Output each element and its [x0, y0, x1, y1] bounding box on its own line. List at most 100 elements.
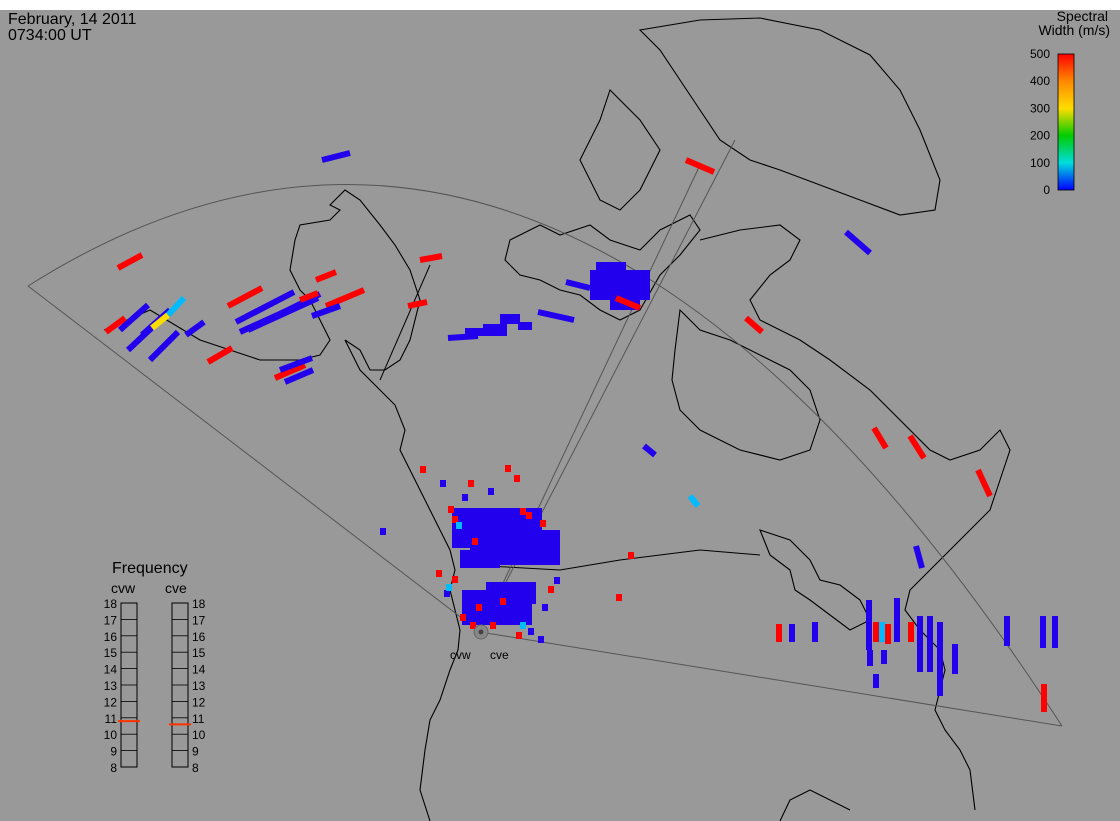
scatter-cell	[476, 604, 482, 611]
scatter-cell	[324, 287, 366, 309]
scatter-cell	[488, 488, 494, 495]
freq-scale-label: 18	[192, 597, 206, 611]
scatter-cell	[452, 576, 458, 583]
scatter-cell	[510, 610, 516, 617]
scatter-cell	[565, 279, 591, 291]
scatter-cell	[165, 295, 187, 318]
colorbar-title-line2: Width (m/s)	[1038, 22, 1110, 38]
labrador-coast	[699, 224, 1011, 571]
scatter-cell	[542, 604, 548, 611]
scatter-cell	[548, 550, 554, 557]
colorbar-rect	[1057, 53, 1075, 191]
freq-scale-label: 11	[192, 712, 205, 726]
fov-east-edge	[479, 631, 1063, 727]
freq-scale-label: 16	[192, 630, 206, 644]
freq-scale-label: 14	[104, 663, 118, 677]
scatter-cell	[975, 468, 993, 498]
scatter-cell	[419, 253, 443, 263]
scatter-cell	[444, 590, 450, 597]
great-lakes	[759, 529, 871, 631]
scatter-cell	[447, 333, 479, 341]
scatter-cell	[614, 295, 642, 311]
colorbar-tick-label: 100	[1030, 156, 1050, 170]
freq-scale-label: 13	[192, 679, 206, 693]
scatter-cell	[321, 150, 351, 163]
freq-scale-label: 17	[104, 613, 118, 627]
colorbar-tick-label: 500	[1030, 47, 1050, 61]
scatter-cell	[628, 552, 634, 559]
scatter-cell	[118, 302, 150, 333]
scatter-cell	[500, 530, 560, 565]
colorbar-title-line1: Spectral	[1056, 10, 1108, 24]
scatter-cell	[554, 577, 560, 584]
scatter-cell	[684, 157, 716, 175]
scatter-cell	[314, 269, 338, 283]
scatter-cell	[470, 622, 476, 629]
freq-scale-label: 8	[192, 761, 199, 775]
scatter-cell	[273, 362, 307, 381]
freq-scale-label: 13	[104, 679, 118, 693]
scatter-cell	[844, 229, 872, 256]
time-label: 0734:00 UT	[8, 27, 92, 44]
radar-site-label-cvw: cvw	[450, 648, 471, 662]
scatter-cell	[283, 367, 315, 385]
freq-scale-label: 15	[104, 646, 118, 660]
scatter-cell	[907, 434, 927, 460]
freq-scale-label: 10	[192, 728, 206, 742]
scatter-cell	[500, 314, 520, 324]
freq-scale-label: 18	[104, 597, 118, 611]
scatter-cell	[500, 598, 506, 605]
scatter-cell	[538, 636, 544, 643]
alaska-coastline	[103, 189, 421, 371]
scatter-cell	[516, 632, 522, 639]
scatter-cell	[234, 289, 296, 325]
scatter-cell	[380, 528, 386, 535]
colorbar-tick-label: 200	[1030, 129, 1050, 143]
freq-scale-label: 9	[110, 745, 117, 759]
scatter-cell	[526, 512, 532, 519]
date-label: February, 14 2011	[8, 11, 137, 28]
gulf-coast	[779, 789, 851, 821]
scatter-cell	[520, 622, 526, 629]
scatter-cell	[226, 285, 264, 309]
scatter-cell	[436, 570, 442, 577]
freq-scale-label: 16	[104, 630, 118, 644]
scatter-cell	[468, 480, 474, 487]
scatter-cell	[871, 426, 889, 450]
scatter-cell	[462, 494, 468, 501]
freq-radar-label-cve: cve	[165, 580, 187, 596]
colorbar-tick-label: 300	[1030, 101, 1050, 115]
freq-scale-label: 9	[192, 745, 199, 759]
scatter-cell	[116, 252, 144, 271]
scatter-cell	[642, 443, 657, 458]
scatter-cell	[446, 584, 452, 591]
scatter-cell	[460, 550, 500, 568]
scatter-cell	[472, 538, 478, 545]
scatter-cell	[456, 522, 462, 529]
scatter-cell	[590, 270, 650, 300]
colorbar-tick-label: 0	[1043, 183, 1050, 197]
frequency-title: Frequency	[112, 560, 188, 577]
scatter-cell	[528, 628, 534, 635]
scatter-cell	[500, 508, 506, 515]
scatter-cell	[448, 506, 454, 513]
scatter-cell	[483, 324, 507, 336]
scatter-cell	[150, 312, 170, 331]
arctic-islands-north	[579, 88, 661, 211]
scatter-cell	[206, 345, 234, 365]
freq-scale-label: 15	[192, 646, 206, 660]
scatter-cell	[407, 299, 428, 309]
scatter-cell	[687, 494, 701, 508]
scatter-cell	[184, 319, 206, 338]
scatter-cell	[486, 582, 536, 604]
us-canada-border	[469, 549, 761, 571]
scatter-cell	[104, 315, 127, 335]
alaska-canada-border	[379, 264, 431, 381]
radar-field-of-view	[27, 139, 1063, 727]
freq-scale-label: 12	[104, 695, 118, 709]
map-canvas: 500 400 300 200 100 0 18 17 16 15 14 13 12 11 10 9 8 18 1…	[0, 10, 1120, 821]
scatter-cell	[490, 622, 496, 629]
scatter-cell	[596, 262, 626, 272]
radar-site-dot	[478, 629, 484, 635]
